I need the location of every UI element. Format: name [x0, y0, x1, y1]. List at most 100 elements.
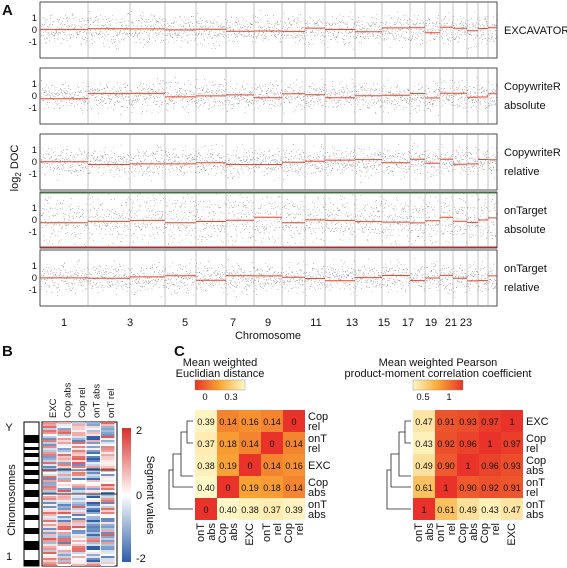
heatmap-cell — [101, 556, 115, 558]
heatmap-cell — [72, 470, 86, 472]
heatmap-cell — [86, 488, 100, 490]
matrix-cell-value: 0.97 — [503, 439, 521, 449]
heatmap-cell — [86, 456, 100, 458]
heatmap-cell — [57, 506, 71, 508]
heatmap-cell — [72, 448, 86, 450]
heatmap-cell — [86, 528, 100, 530]
heatmap-cell — [57, 484, 71, 486]
legend-tick-label: 2 — [136, 425, 142, 437]
matrix-cell — [195, 410, 217, 432]
heatmap-cell — [101, 530, 115, 532]
matrix-cell — [457, 410, 479, 432]
heatmap-cell — [43, 534, 57, 536]
heatmap-cell — [57, 504, 71, 506]
heatmap-cell — [72, 520, 86, 522]
colorbar-tick-label: 0 — [202, 392, 207, 403]
heatmap-cell — [57, 530, 71, 532]
heatmap-cell — [57, 430, 71, 432]
heatmap-cell — [72, 512, 86, 514]
heatmap-cell — [43, 540, 57, 542]
matrix-row-label: rel — [526, 487, 538, 499]
chromosome-tick-label: 21 — [445, 317, 457, 329]
heatmap-cell — [72, 492, 86, 494]
heatmap-cell — [57, 464, 71, 466]
heatmap-cell — [101, 554, 115, 556]
heatmap-cell — [86, 510, 100, 512]
heatmap-cell — [72, 460, 86, 462]
heatmap-cell — [57, 442, 71, 444]
heatmap-cell — [72, 468, 86, 470]
heatmap-cell — [43, 562, 57, 564]
heatmap-cell — [86, 512, 100, 514]
matrix-cell-value: 1 — [465, 461, 470, 471]
heatmap-cell — [86, 424, 100, 426]
heatmap-cell — [86, 552, 100, 554]
matrix-row-label: Cop — [526, 433, 546, 445]
track-points — [41, 192, 498, 248]
heatmap-cell — [43, 508, 57, 510]
matrix-cell-value: 0.40 — [219, 505, 237, 515]
heatmap-cell — [72, 430, 86, 432]
matrix-cell-value: 0 — [291, 417, 296, 427]
heatmap-cell — [72, 464, 86, 466]
ytick-label: 1 — [32, 261, 37, 272]
track-label: CopywriteR — [504, 81, 561, 93]
heatmap-cell — [72, 452, 86, 454]
chromosome-tick-label: 15 — [378, 317, 390, 329]
heatmap-cell — [43, 492, 57, 494]
heatmap-cell — [72, 546, 86, 548]
heatmap-cell — [43, 500, 57, 502]
matrix-cell-value: 0.19 — [241, 483, 259, 493]
heatmap-cell — [101, 546, 115, 548]
matrix-cell-value: 0.93 — [503, 461, 521, 471]
track-label: relative — [504, 282, 539, 294]
heatmap-cell — [101, 544, 115, 546]
heatmap-cell — [101, 424, 115, 426]
heatmap-cell — [101, 558, 115, 560]
heatmap-cell — [43, 458, 57, 460]
track-segments — [40, 274, 497, 282]
matrix-cell — [261, 476, 283, 498]
heatmap-cell — [72, 562, 86, 564]
heatmap-column-label: EXC — [48, 398, 59, 418]
chromosome-tick-label: 11 — [310, 317, 321, 329]
matrix-cell-value: 0 — [247, 461, 252, 471]
heatmap-cell — [57, 424, 71, 426]
heatmap-cell — [72, 456, 86, 458]
matrix-cell-value: 0.14 — [285, 439, 303, 449]
matrix-col-label: Cop — [217, 523, 229, 543]
matrix-cell — [435, 476, 457, 498]
heatmap-cell — [101, 470, 115, 472]
matrix-cell — [283, 454, 305, 476]
matrix-col-label: rel — [294, 523, 306, 535]
track-label: onTarget — [504, 205, 547, 217]
matrix-cell — [479, 476, 501, 498]
xlabel-a: Chromosome — [235, 330, 301, 342]
matrix-cell-value: 0.14 — [241, 439, 259, 449]
matrix-cell — [479, 454, 501, 476]
heatmap-cell — [57, 536, 71, 538]
matrix-col-label: abs — [206, 523, 218, 541]
matrix-cell-value: 0.90 — [437, 461, 455, 471]
heatmap-cell — [43, 526, 57, 528]
matrix-cell — [435, 498, 457, 520]
heatmap-cell — [72, 444, 86, 446]
matrix-cell — [457, 498, 479, 520]
heatmap-cell — [86, 538, 100, 540]
matrix-cell — [217, 454, 239, 476]
heatmap-cell — [57, 498, 71, 500]
heatmap-cell — [57, 554, 71, 556]
heatmap-cell — [72, 440, 86, 442]
ideogram-band — [24, 502, 39, 508]
heatmap-cell — [101, 548, 115, 550]
heatmap-cell — [57, 438, 71, 440]
matrix-col-label: abs — [228, 523, 240, 541]
heatmap-cell — [86, 482, 100, 484]
heatmap-cell — [43, 468, 57, 470]
matrix-cell-value: 0.18 — [263, 483, 281, 493]
matrix-row-label: onT — [526, 477, 545, 489]
matrix-title: Mean weighted Pearson — [379, 357, 498, 369]
heatmap-cell — [43, 546, 57, 548]
track: -101 onTarget absolute — [29, 191, 547, 249]
